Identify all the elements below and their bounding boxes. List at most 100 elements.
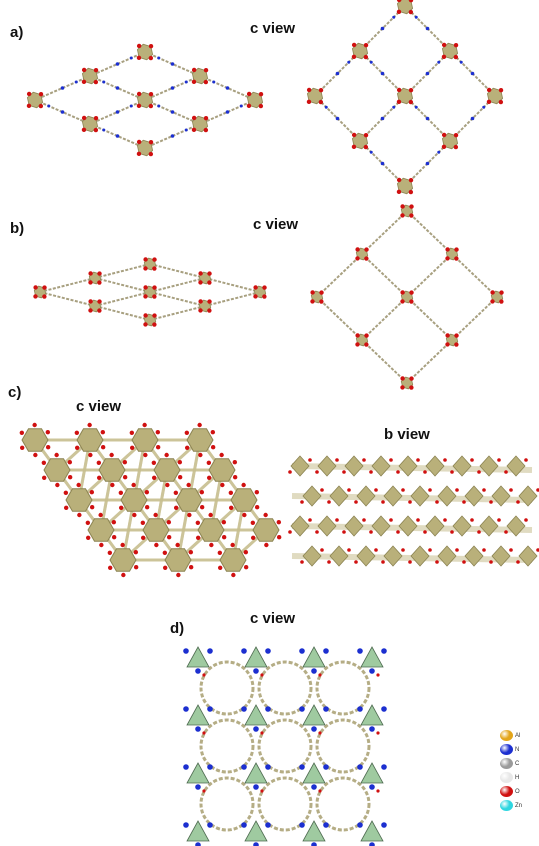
panel-a-right-structure [306, 0, 504, 195]
oxygen-atom [152, 294, 157, 299]
oxygen-atom [42, 294, 47, 299]
oxygen-atom [122, 474, 128, 480]
oxygen-atom [264, 542, 269, 548]
oxygen-atom [99, 542, 104, 548]
polyhedron-cluster [504, 455, 528, 477]
panel-b-label: b) [10, 220, 25, 237]
oxygen-atom [133, 549, 139, 555]
oxygen-atom [173, 490, 179, 496]
nitrogen-atom [459, 60, 463, 64]
oxygen-atom [199, 489, 205, 495]
linker-bond [406, 296, 453, 341]
oxygen-atom [260, 673, 264, 677]
oxygen-atom [38, 91, 44, 97]
oxygen-atom [504, 530, 508, 534]
nitrogen-atom [437, 60, 441, 64]
nitrogen-atom [347, 60, 351, 64]
metal-node [445, 247, 459, 261]
oxygen-atom [133, 564, 139, 570]
oxygen-atom [33, 294, 38, 299]
nitrogen-atom [392, 15, 396, 19]
polyhedron-cluster [162, 542, 194, 578]
nitrogen-atom [299, 648, 305, 654]
nitrogen-atom [414, 15, 418, 19]
oxygen-atom [55, 482, 60, 488]
oxygen-atom [441, 144, 447, 150]
oxygen-atom [148, 103, 154, 109]
oxygen-atom [148, 43, 154, 49]
panel-d-view-title: c view [250, 610, 296, 627]
polyhedron-cluster [408, 485, 432, 507]
oxygen-atom [498, 87, 504, 93]
polyhedron-cluster [396, 515, 420, 537]
oxygen-atom [409, 204, 414, 209]
oxygen-atom [335, 458, 339, 462]
pore-ring [199, 718, 255, 774]
oxygen-atom [246, 91, 252, 97]
oxygen-atom [315, 530, 319, 534]
polyhedron-cluster [300, 545, 324, 567]
oxygen-atom [241, 482, 246, 488]
nitrogen-atom [129, 56, 133, 60]
oxygen-atom [288, 470, 292, 474]
oxygen-atom [184, 445, 190, 451]
oxygen-atom [260, 731, 264, 735]
oxygen-atom [85, 520, 91, 526]
oxygen-atom [306, 99, 312, 105]
tetrahedral-node [241, 762, 271, 793]
oxygen-atom [118, 490, 124, 496]
oxygen-atom [166, 519, 172, 525]
oxygen-atom [250, 535, 256, 541]
oxygen-atom [154, 542, 159, 548]
oxygen-atom [428, 548, 432, 552]
polyhedron-cluster [396, 455, 420, 477]
oxygen-atom [362, 458, 366, 462]
polyhedron-cluster [118, 482, 150, 518]
pore-ring [257, 660, 313, 716]
oxygen-atom [206, 460, 212, 466]
nitrogen-atom [183, 764, 189, 770]
nitrogen-atom [357, 764, 363, 770]
oxygen-atom [509, 488, 513, 492]
nitrogen-atom [357, 648, 363, 654]
metal-node [81, 115, 99, 133]
oxygen-atom [136, 151, 142, 157]
linker-bond [316, 253, 363, 298]
metal-node [400, 376, 414, 390]
oxygen-atom [88, 280, 93, 285]
metal-node [88, 299, 102, 313]
oxygen-atom [354, 560, 358, 564]
oxygen-atom [504, 470, 508, 474]
tetrahedral-node [241, 704, 271, 735]
oxygen-atom [486, 87, 492, 93]
oxygen-atom [232, 459, 238, 465]
oxygen-atom [140, 520, 146, 526]
metal-node [310, 290, 324, 304]
metal-node [136, 139, 154, 157]
oxygen-atom [315, 470, 319, 474]
oxygen-atom [443, 458, 447, 462]
oxygen-atom [445, 342, 450, 347]
oxygen-atom [454, 247, 459, 252]
metal-node [441, 42, 459, 60]
oxygen-atom [152, 322, 157, 327]
legend-label: H [515, 774, 520, 781]
oxygen-atom [143, 313, 148, 318]
linker-bond [199, 99, 256, 125]
nitrogen-atom [157, 104, 161, 108]
oxygen-atom [455, 548, 459, 552]
polyhedron-cluster [315, 455, 339, 477]
oxygen-atom [396, 470, 400, 474]
oxygen-atom [300, 560, 304, 564]
oxygen-atom [310, 299, 315, 304]
oxygen-atom [144, 489, 150, 495]
oxygen-atom [351, 144, 357, 150]
oxygen-atom [369, 530, 373, 534]
nitrogen-atom [381, 648, 387, 654]
tetrahedral-node [357, 820, 387, 846]
oxygen-atom [408, 0, 414, 3]
oxygen-atom [202, 789, 206, 793]
oxygen-atom [489, 500, 493, 504]
oxygen-atom [89, 489, 95, 495]
polyhedron-cluster [173, 482, 205, 518]
